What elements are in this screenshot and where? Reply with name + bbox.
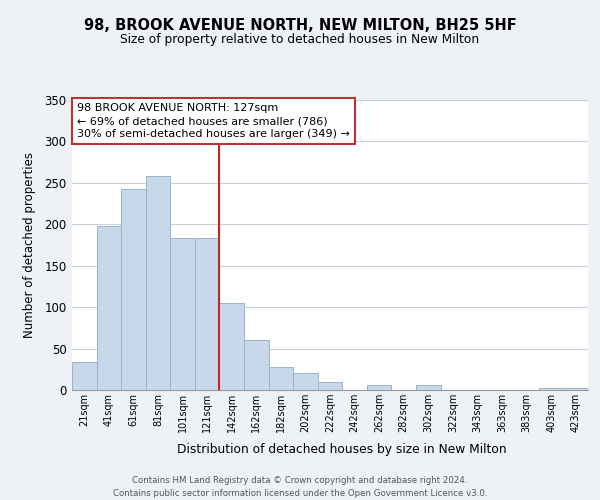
Y-axis label: Number of detached properties: Number of detached properties — [23, 152, 36, 338]
Bar — [416, 385, 440, 390]
Bar — [220, 303, 244, 390]
Text: 98 BROOK AVENUE NORTH: 127sqm
← 69% of detached houses are smaller (786)
30% of : 98 BROOK AVENUE NORTH: 127sqm ← 69% of d… — [77, 103, 350, 140]
Bar — [563, 388, 588, 390]
Bar — [293, 374, 318, 390]
Text: 98, BROOK AVENUE NORTH, NEW MILTON, BH25 5HF: 98, BROOK AVENUE NORTH, NEW MILTON, BH25… — [83, 18, 517, 32]
Text: Contains HM Land Registry data © Crown copyright and database right 2024.
Contai: Contains HM Land Registry data © Crown c… — [113, 476, 487, 498]
Bar — [195, 238, 220, 390]
Bar — [146, 176, 170, 390]
Bar — [170, 238, 195, 390]
Bar — [269, 367, 293, 390]
Bar — [367, 385, 391, 390]
Bar — [72, 362, 97, 390]
Bar — [97, 226, 121, 390]
Bar — [539, 388, 563, 390]
Text: Distribution of detached houses by size in New Milton: Distribution of detached houses by size … — [177, 442, 507, 456]
Text: Size of property relative to detached houses in New Milton: Size of property relative to detached ho… — [121, 32, 479, 46]
Bar — [318, 382, 342, 390]
Bar — [244, 340, 269, 390]
Bar — [121, 190, 146, 390]
